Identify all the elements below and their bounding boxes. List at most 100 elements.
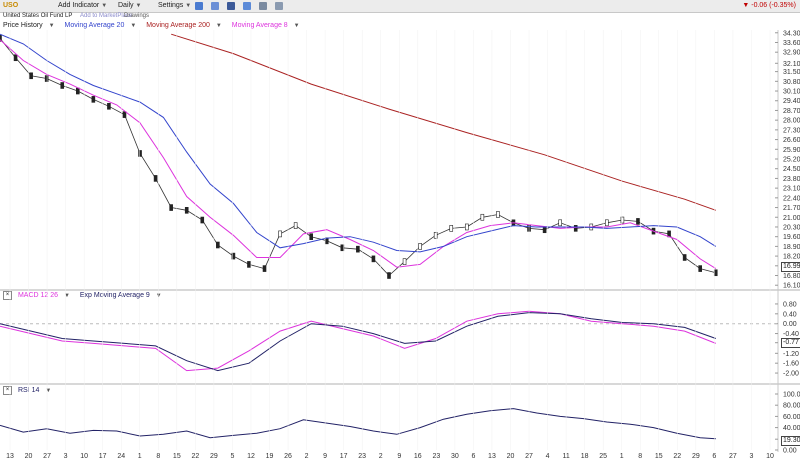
x-axis-label: 11 [562, 453, 569, 460]
price-candle [122, 111, 127, 118]
period-select[interactable]: Daily ▼ [118, 1, 141, 11]
price-y-tick: 34.30 [783, 30, 800, 37]
x-axis-label: 27 [729, 453, 737, 460]
price-candle [262, 265, 267, 272]
legend-label: Price History [3, 22, 43, 29]
drawings-link[interactable]: Drawings [124, 13, 150, 19]
x-axis-label: 25 [599, 453, 607, 460]
price-y-tick: 32.10 [783, 61, 800, 68]
x-axis-label: 9 [323, 453, 327, 460]
price-candle [371, 255, 376, 263]
x-axis-label: 6 [712, 453, 716, 460]
price-candle [278, 230, 282, 238]
rsi-last-box: 19.30 [781, 436, 800, 446]
rsi-y-tick: 0.00 [783, 448, 797, 455]
x-axis-label: 2 [305, 453, 309, 460]
legend-macd[interactable]: MACD 12 26 ▼ [18, 292, 74, 299]
price-y-tick: 23.80 [783, 176, 800, 183]
price-y-tick: 29.40 [783, 98, 800, 105]
price-y-tick: 18.20 [783, 254, 800, 261]
legend-price-history[interactable]: Price History ▼ [3, 22, 59, 29]
close-icon[interactable]: × [3, 386, 12, 395]
price-candle [309, 233, 314, 240]
price-candle [480, 213, 485, 221]
print-icon[interactable] [259, 2, 267, 10]
add-indicator-button[interactable]: Add Indicator ▼ [58, 1, 107, 11]
price-y-tick: 25.20 [783, 157, 800, 164]
price-candle [387, 272, 391, 279]
share-icon[interactable] [211, 2, 219, 10]
legend-ema9[interactable]: Exp Moving Average 9 ▼ [80, 292, 166, 299]
legend-label: Moving Average 20 [64, 22, 125, 29]
period-label: Daily [118, 2, 134, 9]
close-icon[interactable]: × [3, 291, 12, 300]
x-axis-label: 18 [581, 453, 589, 460]
price-candle [449, 225, 454, 232]
price-candle [682, 254, 687, 261]
price-candle [713, 269, 718, 277]
legend-ma20[interactable]: Moving Average 20 ▼ [65, 22, 141, 29]
legend-ma8[interactable]: Moving Average 8 ▼ [232, 22, 304, 29]
legend-ma200[interactable]: Moving Average 200 ▼ [146, 22, 226, 29]
price-candle [573, 225, 578, 232]
x-axis-label: 17 [340, 453, 348, 460]
price-candle [231, 252, 236, 260]
price-y-tick: 19.60 [783, 234, 800, 241]
marketplace-link[interactable]: Add to MarketPlace [80, 13, 133, 19]
x-axis-label: 17 [99, 453, 107, 460]
price-candle [216, 241, 220, 249]
price-y-tick: 16.10 [783, 283, 800, 290]
email-icon[interactable] [195, 2, 203, 10]
macd-last-box: -0.77 [781, 338, 800, 348]
add-indicator-label: Add Indicator [58, 2, 100, 9]
x-axis-label: 8 [638, 453, 642, 460]
chevron-down-icon: ▼ [45, 388, 52, 395]
x-axis-label: 23 [432, 453, 440, 460]
price-candle [153, 175, 158, 182]
settings-label: Settings [158, 2, 184, 9]
price-y-tick: 24.50 [783, 166, 800, 173]
instrument-name: United States Oil Fund LP [3, 13, 73, 19]
price-y-tick: 23.10 [783, 186, 800, 193]
x-axis-label: 29 [692, 453, 700, 460]
facebook-icon[interactable] [227, 2, 235, 10]
price-candle [464, 223, 469, 231]
price-candle [496, 211, 500, 218]
price-candle [200, 216, 205, 224]
symbol-label[interactable]: USO [3, 2, 19, 9]
price-y-tick: 31.50 [783, 69, 800, 76]
x-axis-label: 27 [525, 453, 533, 460]
x-axis-label: 15 [173, 453, 181, 460]
price-candle [558, 219, 562, 227]
price-y-tick: 22.40 [783, 195, 800, 202]
x-axis-label: 12 [247, 453, 255, 460]
twitter-icon[interactable] [243, 2, 251, 10]
price-candle [29, 72, 33, 80]
price-candle [169, 204, 173, 211]
price-series-moving-average-200 [171, 33, 716, 211]
x-axis-label: 20 [507, 453, 515, 460]
x-axis-label: 23 [358, 453, 366, 460]
export-icon[interactable] [275, 2, 283, 10]
x-axis-label: 13 [6, 453, 14, 460]
settings-button[interactable]: Settings ▼ [158, 1, 191, 11]
last-price-box: 16.99 [781, 262, 800, 272]
chevron-down-icon: ▼ [215, 23, 222, 29]
x-axis-label: 22 [673, 453, 681, 460]
x-axis-label: 22 [191, 453, 199, 460]
x-axis-label: 1 [620, 453, 624, 460]
x-axis-label: 27 [43, 453, 51, 460]
x-axis-label: 2 [379, 453, 383, 460]
price-y-tick: 18.90 [783, 244, 800, 251]
price-y-tick: 16.80 [783, 273, 800, 280]
price-candle [247, 261, 251, 268]
price-y-tick: 30.10 [783, 89, 800, 96]
chevron-down-icon: ▼ [293, 23, 300, 29]
macd-series-exp-moving-average-9 [0, 312, 716, 372]
macd-y-tick: -2.00 [783, 371, 799, 378]
price-legend: Price History ▼ Moving Average 20 ▼ Movi… [3, 21, 308, 31]
x-axis-label: 13 [488, 453, 496, 460]
toolbar: USO Add Indicator ▼ Daily ▼ Settings ▼ ▼… [0, 0, 800, 13]
x-axis-label: 10 [766, 453, 774, 460]
